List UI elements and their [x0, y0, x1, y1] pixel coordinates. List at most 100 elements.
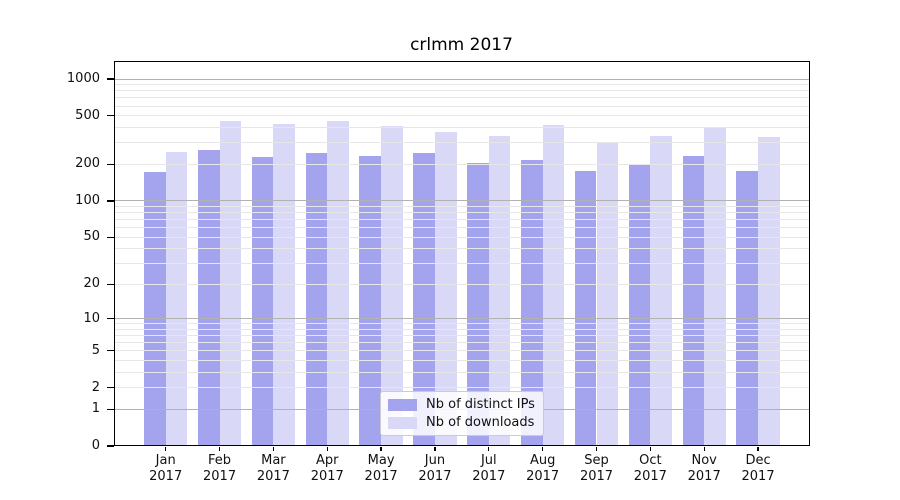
bar-distinct-ips-oct — [628, 164, 651, 446]
gridline-minor — [113, 115, 810, 117]
gridline-minor — [113, 90, 810, 92]
y-tick — [107, 283, 114, 285]
bar-downloads-sep — [596, 143, 619, 446]
x-tick-label: Nov 2017 — [687, 453, 721, 484]
bar-distinct-ips-may — [359, 156, 382, 446]
bar-distinct-ips-sep — [574, 171, 597, 446]
x-tick-label: Apr 2017 — [310, 453, 344, 484]
y-tick-label: 20 — [83, 276, 100, 292]
x-tick — [272, 446, 275, 451]
gridline-minor — [113, 248, 810, 250]
bar-distinct-ips-aug — [520, 159, 543, 446]
gridline-minor — [113, 105, 810, 107]
gridline-minor — [113, 142, 810, 144]
legend: Nb of distinct IPs Nb of downloads — [380, 391, 544, 436]
grid-layer — [113, 61, 810, 446]
bar-distinct-ips-mar — [251, 157, 274, 446]
x-tick — [218, 446, 221, 451]
legend-swatch-distinct-ips — [388, 398, 417, 411]
gridline-minor — [113, 360, 810, 362]
chart-title: crlmm 2017 — [410, 35, 513, 55]
gridline-minor — [113, 236, 810, 238]
bar-downloads-aug — [542, 125, 565, 446]
y-tick — [107, 386, 114, 389]
gridline-minor — [113, 219, 810, 221]
plot-area — [113, 61, 810, 446]
x-tick-label: Mar 2017 — [256, 453, 290, 484]
y-tick-label: 100 — [75, 192, 100, 208]
gridline-minor — [113, 323, 810, 325]
gridline-minor — [113, 371, 810, 373]
gridline-minor — [113, 212, 810, 214]
legend-swatch-downloads — [388, 416, 417, 429]
gridline-minor — [113, 342, 810, 344]
bar-downloads-oct — [650, 136, 673, 446]
bar-downloads-apr — [327, 121, 349, 446]
y-tick-label: 5 — [91, 342, 100, 358]
gridline-minor — [113, 335, 810, 337]
x-tick — [542, 446, 544, 451]
gridline-minor — [113, 387, 810, 389]
y-tick — [107, 350, 114, 352]
y-tick — [107, 445, 114, 447]
x-tick-label: Jan 2017 — [149, 453, 183, 484]
y-tick — [107, 163, 114, 165]
x-tick — [434, 446, 436, 451]
y-tick-label: 0 — [91, 438, 100, 453]
y-tick — [107, 317, 114, 320]
x-tick — [380, 446, 382, 451]
bar-distinct-ips-nov — [682, 156, 705, 446]
bar-downloads-jun — [434, 132, 457, 446]
gridline-minor — [113, 350, 810, 352]
y-tick — [107, 236, 114, 238]
legend-item-distinct-ips: Nb of distinct IPs — [388, 397, 536, 412]
bar-downloads-jul — [488, 136, 511, 446]
gridline-minor — [113, 205, 810, 207]
gridline-minor — [113, 127, 810, 129]
bar-distinct-ips-jul — [467, 162, 489, 446]
y-tick-label: 2 — [91, 379, 100, 395]
x-tick — [703, 446, 705, 451]
gridline-minor — [113, 328, 810, 330]
x-tick-label: May 2017 — [364, 453, 398, 484]
x-tick — [649, 446, 651, 451]
gridline-minor — [113, 263, 810, 265]
gridline-major — [113, 318, 810, 320]
legend-item-downloads: Nb of downloads — [388, 415, 536, 430]
x-tick-label: Jul 2017 — [472, 453, 506, 484]
x-tick-label: Sep 2017 — [579, 453, 614, 484]
y-tick — [107, 408, 114, 410]
gridline-major — [113, 200, 810, 202]
x-tick-label: Oct 2017 — [633, 453, 667, 484]
x-tick — [326, 446, 328, 451]
y-tick-label: 1000 — [66, 71, 100, 87]
y-tick-label: 1 — [91, 401, 100, 417]
x-tick-label: Dec 2017 — [741, 453, 775, 484]
gridline-minor — [113, 97, 810, 99]
y-tick-label: 50 — [83, 229, 100, 245]
x-tick-label: Jun 2017 — [418, 453, 452, 484]
x-tick — [757, 446, 759, 451]
gridline-major — [113, 78, 810, 80]
y-tick — [107, 200, 114, 202]
y-tick — [107, 115, 114, 117]
x-tick-label: Aug 2017 — [526, 453, 560, 484]
gridline-minor — [113, 283, 810, 285]
x-tick — [165, 446, 167, 451]
y-tick-label: 200 — [75, 156, 100, 172]
gridline-minor — [113, 84, 810, 86]
x-tick-label: Feb 2017 — [203, 453, 237, 484]
legend-label-distinct-ips: Nb of distinct IPs — [426, 397, 535, 412]
bar-downloads-dec — [758, 137, 780, 446]
legend-label-downloads: Nb of downloads — [426, 415, 535, 430]
gridline-minor — [113, 227, 810, 229]
bar-downloads-feb — [219, 121, 242, 446]
x-tick — [488, 446, 490, 451]
y-tick — [107, 78, 114, 80]
gridline-minor — [113, 163, 810, 165]
bar-distinct-ips-dec — [736, 171, 759, 446]
y-tick-label: 500 — [75, 107, 100, 123]
x-tick — [595, 446, 598, 451]
bar-distinct-ips-jan — [144, 171, 166, 446]
